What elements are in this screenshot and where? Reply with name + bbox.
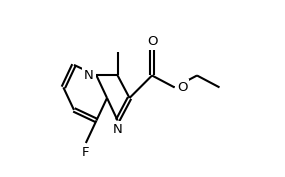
Text: O: O — [177, 81, 188, 94]
Text: N: N — [113, 123, 123, 136]
Text: O: O — [147, 35, 157, 48]
Text: N: N — [84, 69, 94, 82]
Text: F: F — [82, 146, 89, 159]
